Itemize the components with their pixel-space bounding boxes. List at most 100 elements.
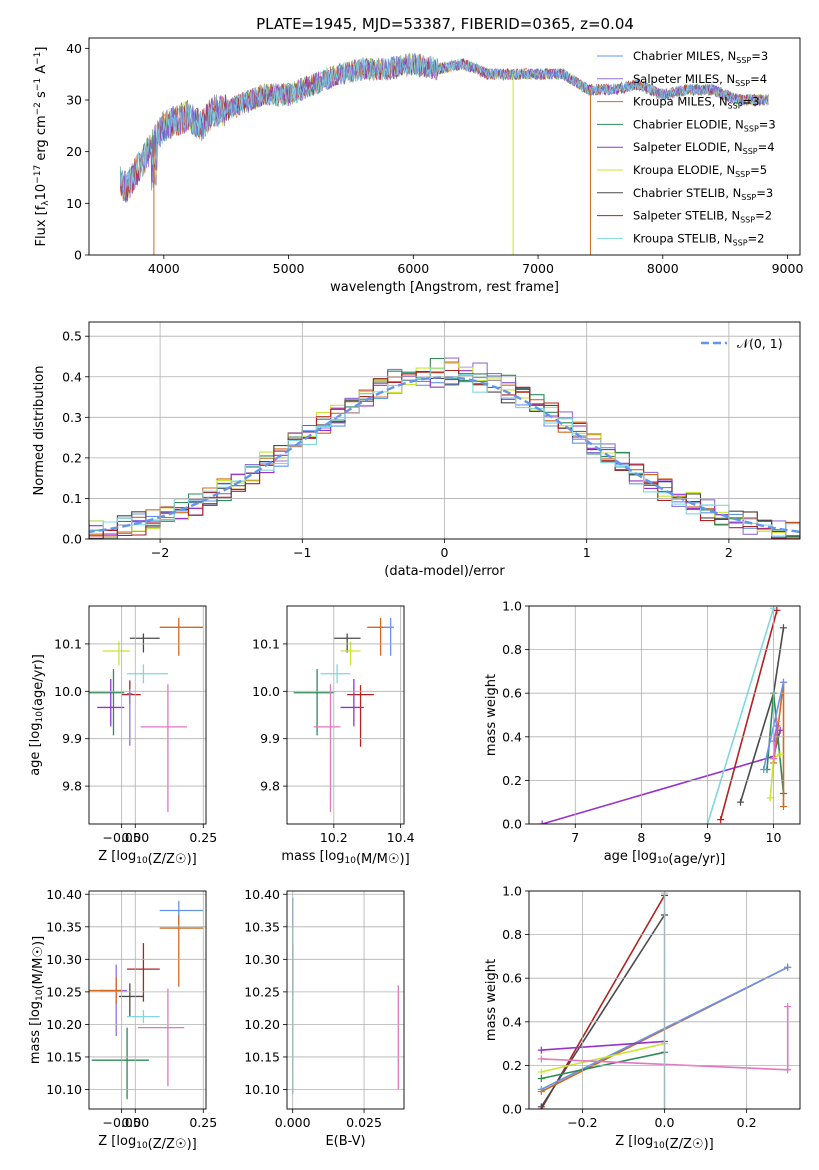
x-tick-label: 7000 — [522, 261, 554, 276]
legend-label: Salpeter ELODIE, NSSP=4 — [633, 140, 775, 156]
x-tick-label: 10 — [766, 830, 782, 845]
weight-line — [706, 607, 775, 824]
y-tick-label: 10.1 — [54, 636, 82, 651]
errorbar-point-kroupa_stelib — [127, 664, 168, 684]
y-tick-label: 10.25 — [244, 984, 280, 999]
weight-marker — [784, 1066, 792, 1074]
axes-frame — [88, 605, 207, 825]
spectrum-line — [119, 54, 769, 202]
weight-marker — [537, 1103, 545, 1109]
weight-line — [541, 1040, 665, 1051]
x-tick-label: 0.00 — [121, 1115, 149, 1130]
x-axis-label: Z [log10(Z/Z☉)] — [98, 849, 196, 867]
weight-marker — [537, 1074, 545, 1082]
weight-marker — [537, 1068, 545, 1076]
x-axis-label: age [log10(age/yr)] — [604, 849, 726, 867]
x-tick-label: 0.00 — [121, 830, 149, 845]
x-axis-label: Z [log10(Z/Z☉)] — [98, 1134, 196, 1152]
y-tick-label: 1.0 — [502, 599, 522, 614]
normal-curve — [89, 376, 800, 534]
y-tick-label: 0.0 — [502, 817, 522, 832]
y-tick-label: 9.9 — [260, 731, 280, 746]
weight-marker — [537, 1046, 545, 1054]
y-tick-label: 9.9 — [62, 731, 82, 746]
errorbar-point-chabrier_stelib — [118, 983, 144, 1016]
plot-area-age_vs_mass — [293, 617, 394, 813]
x-tick-label: 6000 — [397, 261, 429, 276]
legend-label: Kroupa STELIB, NSSP=2 — [633, 231, 764, 247]
axes-frame — [88, 321, 801, 540]
weight-marker — [537, 1055, 545, 1063]
y-tick-label: 0.4 — [62, 369, 82, 384]
weight-marker — [779, 678, 787, 686]
y-tick-label: 0.4 — [502, 1014, 522, 1029]
y-tick-label: 0.2 — [62, 450, 82, 465]
axes-weight_vs_age: 7 8 9 10 0.0 0.2 0.4 0.6 0.8 1.0 age [log10(age/yr… — [484, 599, 801, 867]
weight-series-salpeter_elodie — [537, 1037, 668, 1054]
axes-frame — [528, 605, 801, 825]
y-tick-label: 10.20 — [46, 1017, 82, 1032]
y-tick-label: 10 — [66, 196, 82, 211]
plot-area-spectrum — [119, 52, 769, 255]
x-tick-label: 5000 — [273, 261, 305, 276]
plot-area-age_vs_z — [89, 617, 204, 813]
axes-mass_vs_ebv: 0.000 0.025 10.10 10.15 10.20 10.25 10.30 10.35… — [244, 887, 405, 1149]
axes-residuals: −2 −1 0 1 2 0.0 0.1 0.2 0.3 0.4 0.5 (data-model)/er… — [32, 321, 801, 579]
errorbar-point-chabrier_elodie — [293, 669, 334, 736]
errorbar-point-salpeter_elodie — [340, 678, 364, 727]
y-tick-label: 10.10 — [244, 1082, 280, 1097]
x-tick-label: 0.025 — [346, 1115, 382, 1130]
y-tick-label: 0.2 — [502, 773, 522, 788]
errorbar-point-extra_pink — [137, 988, 185, 1087]
x-axis-label: (data-model)/error — [384, 564, 505, 579]
y-tick-label: 10.1 — [252, 636, 280, 651]
y-tick-label: 1.0 — [502, 884, 522, 899]
errorbar-point-salpeter_elodie — [97, 678, 125, 727]
y-tick-label: 0.4 — [502, 729, 522, 744]
plot-area-residuals — [89, 357, 800, 539]
y-tick-label: 10.20 — [244, 1017, 280, 1032]
y-tick-label: 0.3 — [62, 410, 82, 425]
legend-label: Salpeter MILES, NSSP=4 — [633, 72, 767, 88]
errorbar-point-salpeter_miles — [127, 688, 133, 746]
y-tick-label: 0.6 — [502, 971, 522, 986]
x-tick-label: −2 — [151, 545, 169, 560]
x-tick-label: 7 — [571, 830, 579, 845]
weight-marker — [773, 606, 781, 614]
y-tick-label: 10.30 — [46, 952, 82, 967]
y-tick-label: 20 — [66, 144, 82, 159]
y-tick-label: 10.35 — [244, 919, 280, 934]
panels: 4000 5000 6000 7000 8000 9000010203040wavelen… — [28, 37, 803, 1152]
x-tick-label: 10.4 — [387, 830, 415, 845]
errorbar-point-kroupa_stelib — [320, 664, 351, 684]
errorbar-point-chabrier_elodie — [89, 669, 125, 736]
y-tick-label: 10.30 — [244, 952, 280, 967]
weight-line — [541, 730, 781, 824]
weight-line — [540, 914, 666, 1108]
weight-series-chabrier_stelib — [537, 911, 668, 1109]
axes-weight_vs_z: −0.2 0.0 0.2 0.0 0.2 0.4 0.6 0.8 1.0 Z [log10(Z/Z… — [484, 884, 801, 1152]
axes-mass_vs_z: 0.00 0.25 10.10 10.15 10.20 10.25 10.30 10.35 10… — [28, 887, 217, 1152]
y-tick-label: 10.0 — [252, 684, 280, 699]
weight-marker — [760, 766, 768, 773]
weight-marker — [779, 803, 787, 811]
plot-area-mass_vs_z — [89, 900, 204, 1100]
errorbar-point-chabrier_miles — [383, 617, 394, 656]
x-axis-label: wavelength [Angstrom, rest frame] — [330, 280, 559, 295]
weight-line — [719, 610, 778, 820]
x-tick-label: −0.2 — [567, 1115, 597, 1130]
legend-label: Salpeter STELIB, NSSP=2 — [633, 209, 772, 225]
errorbar-point-chabrier_stelib — [129, 633, 160, 653]
errorbar-point-salpeter_stelib — [121, 680, 141, 705]
weight-marker — [784, 1003, 792, 1011]
weight-marker — [537, 1085, 545, 1093]
axes-frame — [88, 890, 207, 1110]
y-tick-label: 10.35 — [46, 919, 82, 934]
y-tick-label: 0.5 — [62, 329, 82, 344]
legend-label: 𝒩(0, 1) — [737, 336, 783, 351]
x-axis-label: mass [log10(M/M☉)] — [281, 849, 409, 867]
errorbar-point-salpeter_stelib — [127, 943, 160, 1002]
y-axis-label: mass weight — [484, 959, 499, 1041]
y-tick-label: 0.0 — [62, 532, 82, 547]
weight-line — [541, 1042, 665, 1073]
